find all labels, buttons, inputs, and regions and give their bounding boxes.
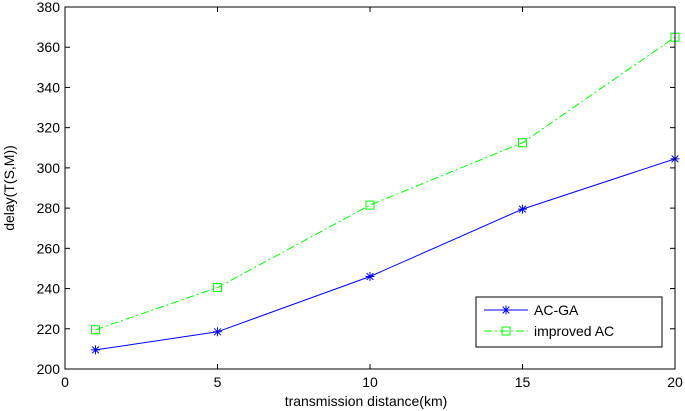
data-point <box>518 138 527 148</box>
y-tick-label: 240 <box>37 281 61 297</box>
y-axis-label: delay(T(S,M)) <box>1 145 17 231</box>
y-tick-label: 220 <box>37 321 61 337</box>
series-line-1 <box>95 36 676 331</box>
legend-marker-ac-ga <box>501 305 511 315</box>
x-axis-label: transmission distance(km) <box>285 393 448 409</box>
y-tick-label: 200 <box>37 361 61 377</box>
y-tick-label: 380 <box>37 0 61 15</box>
data-point <box>365 271 375 281</box>
data-point <box>91 345 100 355</box>
legend-label-improved-ac: improved AC <box>534 323 614 339</box>
y-tick-label: 300 <box>37 160 61 176</box>
y-tick-label: 360 <box>37 39 61 55</box>
ticks-layer: 0 5 10 15 20 200 220 240 260 280 300 320 340 360 380 <box>37 0 683 390</box>
y-tick-label: 320 <box>37 120 61 136</box>
data-point <box>213 283 222 293</box>
data-point <box>518 204 527 214</box>
x-tick-label: 5 <box>214 374 222 390</box>
x-tick-label: 15 <box>515 374 531 390</box>
data-point <box>365 200 375 210</box>
x-tick-label: 20 <box>667 374 683 390</box>
x-tick-label: 10 <box>362 374 378 390</box>
data-point <box>91 325 100 335</box>
series-layer <box>91 32 680 355</box>
legend-label-ac-ga: AC-GA <box>534 302 579 318</box>
data-point <box>213 327 222 337</box>
y-tick-label: 280 <box>37 200 61 216</box>
y-tick-label: 260 <box>37 240 61 256</box>
legend-marker-improved-ac <box>501 326 511 336</box>
legend: AC-GA improved AC <box>475 296 663 348</box>
legend-box <box>475 296 663 348</box>
x-tick-label: 0 <box>61 374 69 390</box>
y-tick-label: 340 <box>37 79 61 95</box>
